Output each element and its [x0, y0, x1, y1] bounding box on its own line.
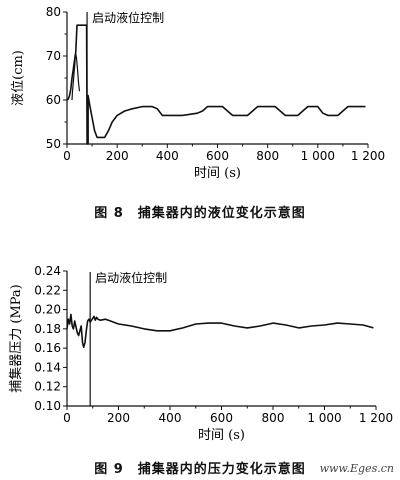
x-tick-label: 200 — [107, 411, 130, 425]
x-tick-label: 800 — [256, 149, 279, 163]
x-tick-label: 1 200 — [351, 149, 385, 163]
x-tick-label: 400 — [159, 411, 182, 425]
liquid-level-chart: 0 200 400 600 800 1 000 1 200 50 60 70 80 时间 (s) 液位(… — [11, 5, 385, 181]
series-line — [71, 53, 81, 101]
x-tick-label: 1 000 — [307, 411, 341, 425]
x-tick-label: 1 000 — [301, 149, 335, 163]
y-tick-label: 50 — [46, 137, 61, 151]
x-tick-label: 400 — [156, 149, 179, 163]
x-tick-label: 200 — [106, 149, 129, 163]
x-tick-label: 600 — [206, 149, 229, 163]
figure-8-caption: 图 8 捕集器内的液位变化示意图 — [94, 206, 306, 221]
y-tick-label: 0.22 — [34, 283, 61, 297]
y-tick-label: 60 — [46, 93, 61, 107]
y-tick-label: 0.12 — [34, 380, 61, 394]
y-tick-label: 0.18 — [34, 322, 61, 336]
x-axis-label: 时间 (s) — [194, 166, 241, 181]
series-line — [66, 24, 366, 145]
annotation-label: 启动液位控制 — [95, 270, 167, 285]
y-tick-label: 0.14 — [34, 360, 61, 374]
x-tick-label: 0 — [63, 411, 71, 425]
y-tick-label: 80 — [46, 5, 61, 19]
watermark: www.Eges.cn — [319, 462, 394, 475]
x-tick-label: 800 — [262, 411, 285, 425]
series-line — [66, 313, 374, 348]
y-axis-label: 液位(cm) — [11, 50, 26, 106]
pressure-chart: 0 200 400 600 800 1 000 1 200 0.10 0.12 0.14 0.16 0… — [8, 264, 393, 443]
x-axis-label: 时间 (s) — [198, 428, 245, 443]
y-axis-label: 捕集器压力 (MPa) — [8, 284, 24, 393]
annotation-label: 启动液位控制 — [92, 10, 164, 25]
x-tick-label: 1 200 — [359, 411, 393, 425]
y-tick-label: 0.10 — [34, 399, 61, 413]
y-tick-label: 0.24 — [34, 264, 61, 278]
x-tick-label: 0 — [63, 149, 71, 163]
x-tick-label: 600 — [210, 411, 233, 425]
y-tick-label: 0.16 — [34, 341, 61, 355]
y-tick-label: 70 — [46, 49, 61, 63]
figure-9-caption: 图 9 捕集器内的压力变化示意图 — [94, 462, 306, 477]
y-tick-label: 0.20 — [34, 303, 61, 317]
